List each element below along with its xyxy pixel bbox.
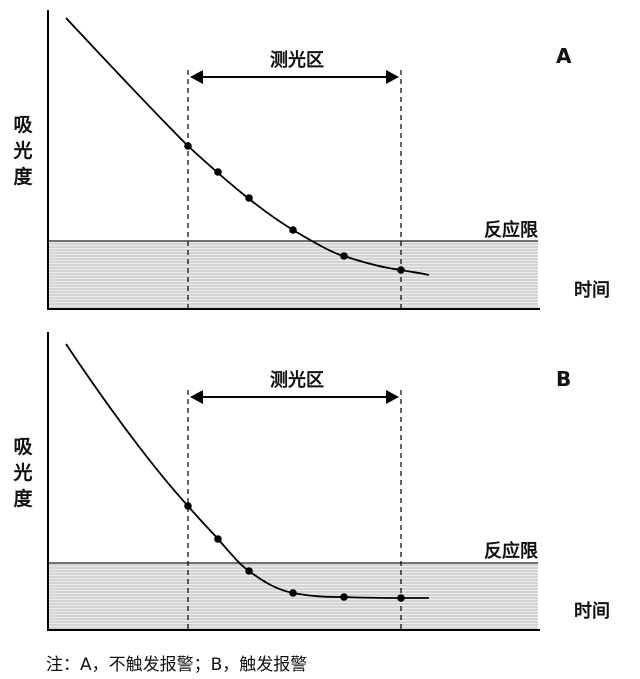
data-point: [184, 502, 192, 510]
arrow-head-right: [386, 390, 399, 404]
figure-note: 注：A，不触发报警；B，触发报警: [46, 655, 308, 675]
data-point: [245, 567, 253, 575]
panel-label: B: [556, 367, 572, 391]
data-point: [340, 593, 348, 601]
data-point: [289, 226, 297, 234]
reaction-limit-label: 反应限: [484, 541, 538, 562]
measure-zone-label: 测光区: [270, 370, 324, 391]
data-point: [397, 594, 405, 602]
x-axis-label: 时间: [574, 280, 610, 301]
panel-b-diagram: [47, 332, 540, 631]
arrow-head-left: [190, 390, 203, 404]
arrow-head-left: [190, 70, 203, 84]
data-point: [340, 252, 348, 260]
reaction-limit-label: 反应限: [484, 220, 538, 241]
x-axis-label: 时间: [574, 601, 610, 622]
panel-label: A: [556, 44, 572, 68]
data-point: [397, 266, 405, 274]
data-point: [214, 535, 222, 543]
y-axis-label: 吸光度: [13, 114, 33, 188]
panel-a: 吸光度 测光区 A 反应限 时间: [0, 0, 640, 330]
data-point: [214, 168, 222, 176]
arrow-head-right: [386, 70, 399, 84]
data-point: [289, 589, 297, 597]
data-point: [184, 142, 192, 150]
below-limit-region: [48, 241, 538, 308]
panel-b: 吸光度 测光区 B 反应限 时间: [0, 330, 640, 648]
panel-a-diagram: [47, 10, 540, 310]
data-point: [245, 194, 253, 202]
y-axis-label: 吸光度: [13, 436, 33, 510]
measure-zone-label: 测光区: [270, 50, 324, 71]
